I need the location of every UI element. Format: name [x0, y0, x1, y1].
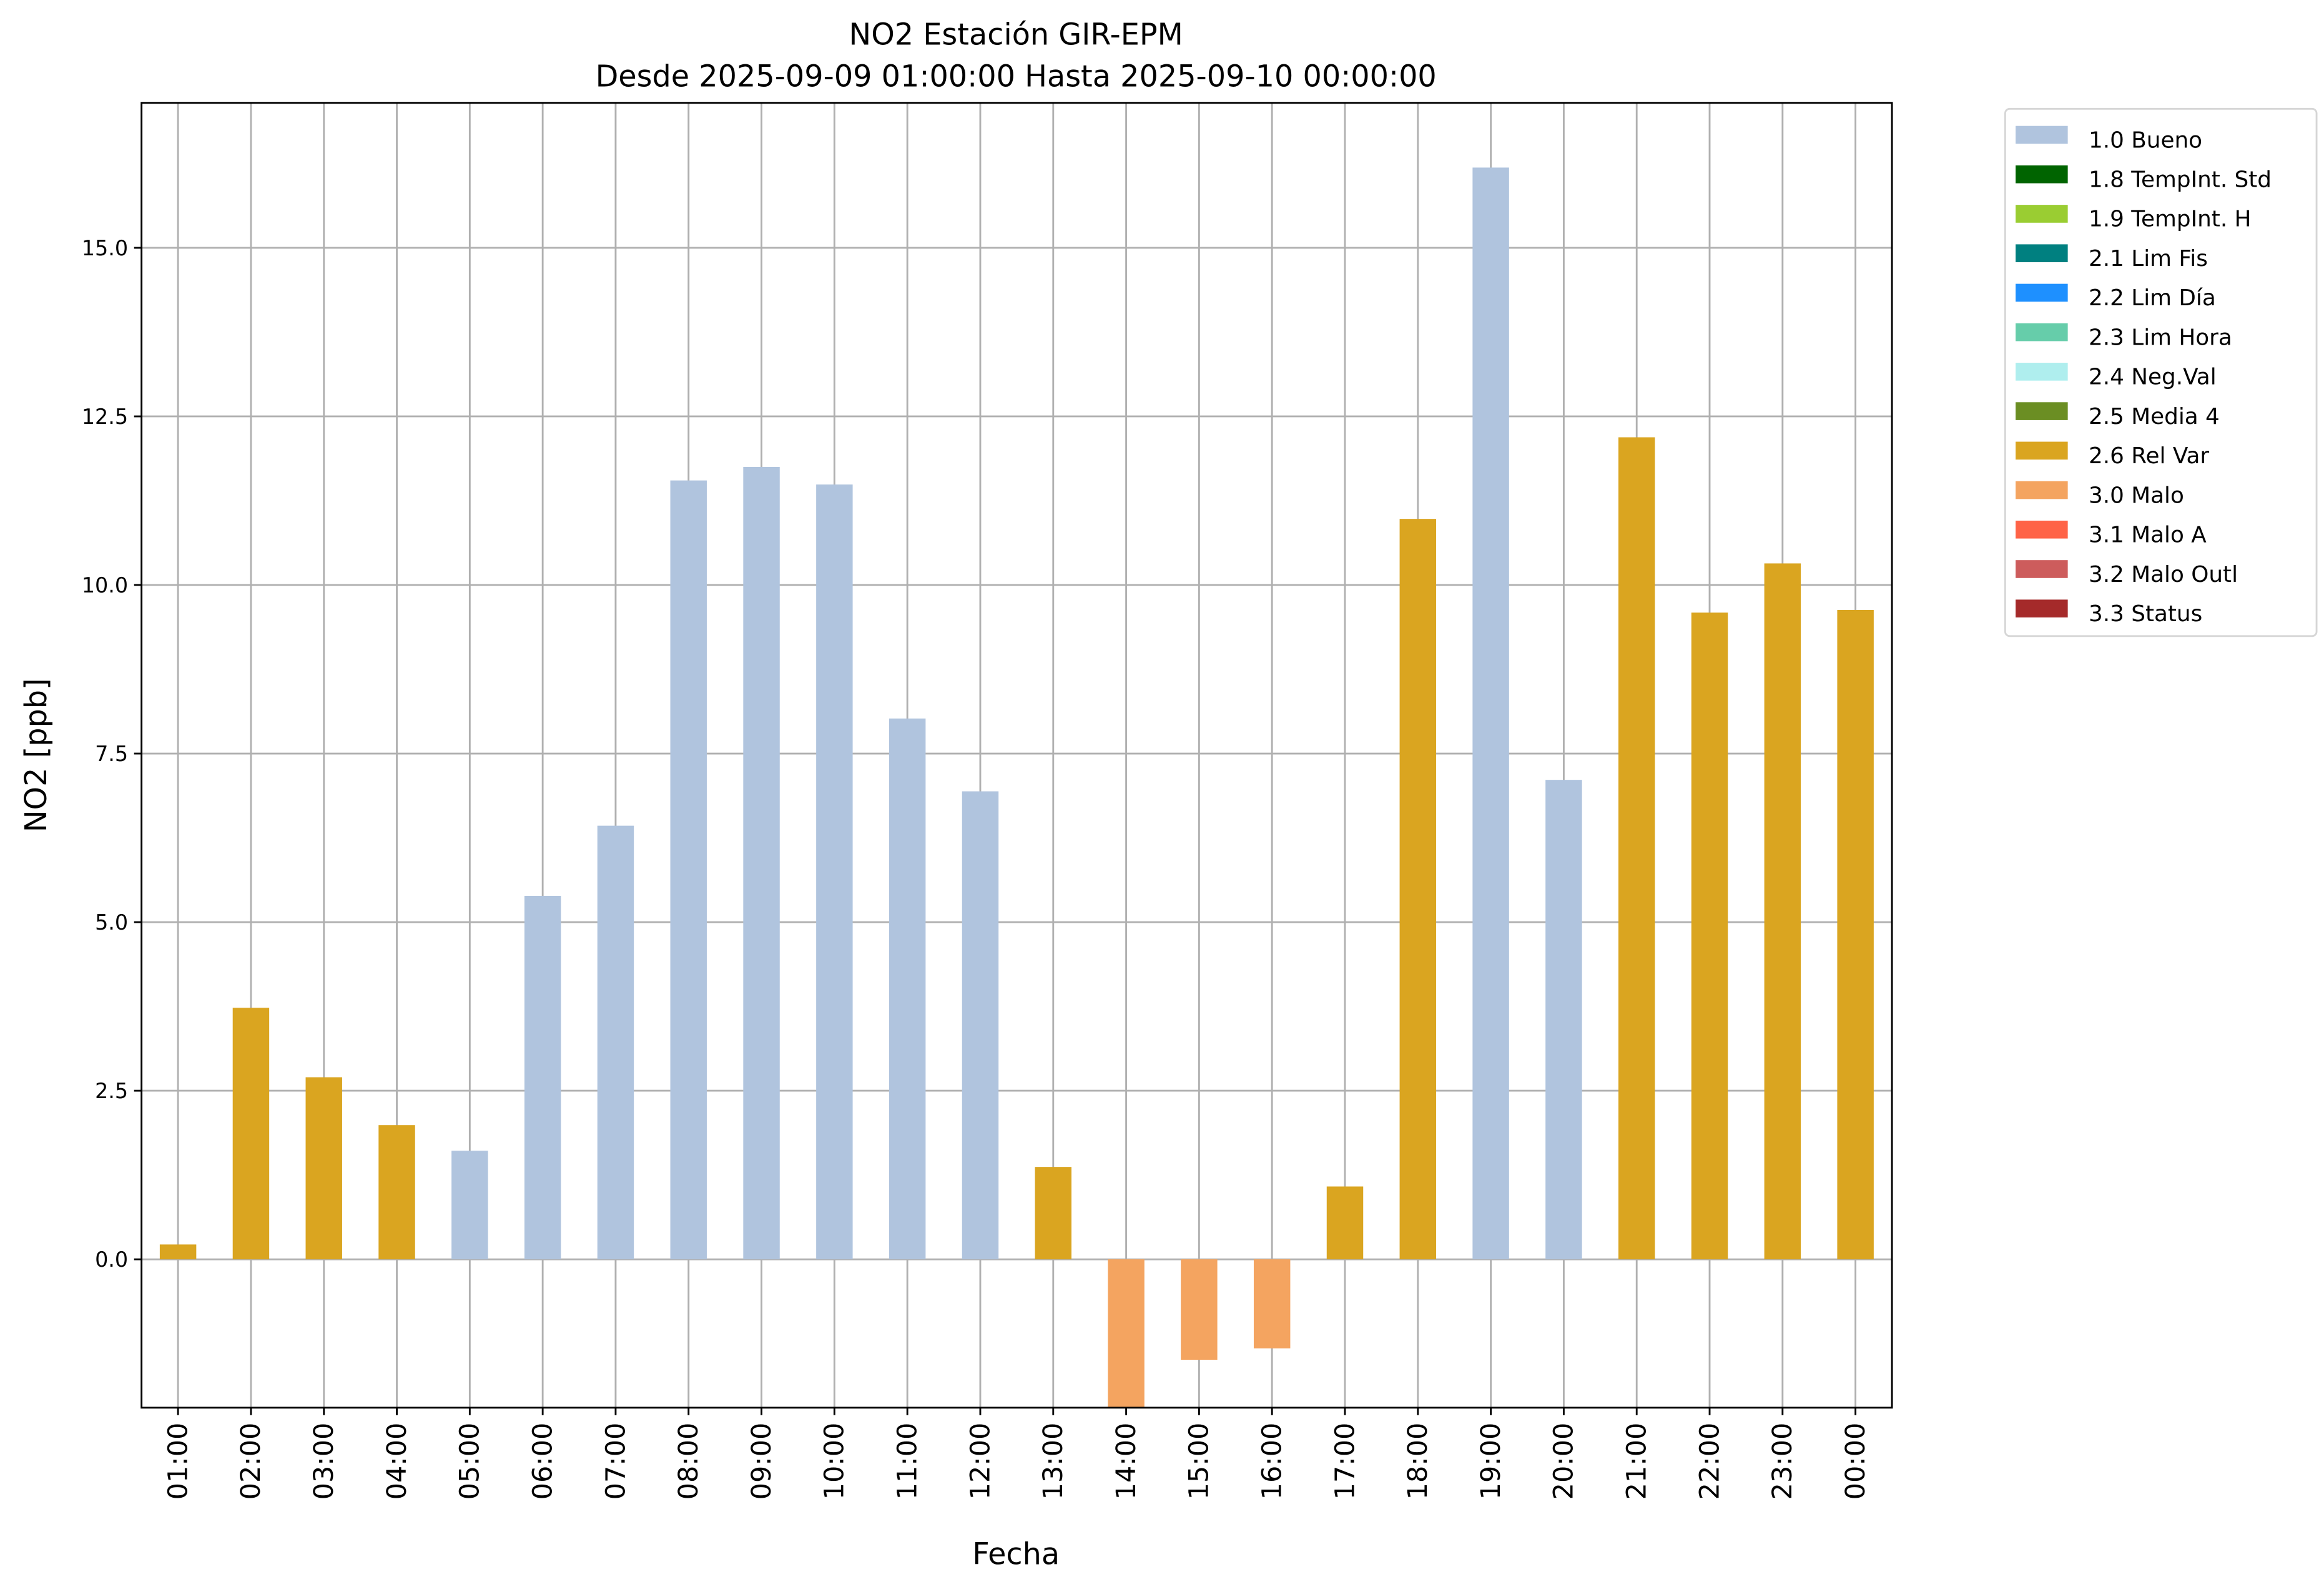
legend-swatch [2016, 283, 2068, 302]
x-tick-label: 16:00 [1257, 1423, 1288, 1500]
x-tick-label: 12:00 [965, 1423, 996, 1500]
x-tick-label: 07:00 [600, 1423, 631, 1500]
bar-04:00 [378, 1125, 415, 1260]
legend-label: 2.5 Media 4 [2089, 404, 2220, 430]
bar-12:00 [962, 791, 999, 1260]
x-tick-label: 22:00 [1694, 1423, 1725, 1500]
bar-09:00 [743, 466, 780, 1260]
x-tick-label: 09:00 [746, 1423, 777, 1500]
legend-label: 3.1 Malo A [2089, 523, 2207, 548]
y-tick-label: 10.0 [82, 573, 128, 597]
legend-swatch [2016, 520, 2068, 539]
legend-swatch [2016, 481, 2068, 499]
x-tick-label: 05:00 [455, 1423, 486, 1500]
bar-19:00 [1472, 167, 1509, 1260]
bar-10:00 [816, 484, 853, 1260]
x-axis: 01:00 02:00 03:00 04:00 05:00 06:00 07:00 08:00… [162, 1407, 1871, 1500]
legend-swatch [2016, 363, 2068, 381]
legend-label: 2.1 Lim Fis [2089, 246, 2208, 272]
legend-label: 2.2 Lim Día [2089, 285, 2216, 311]
y-tick-label: 7.5 [95, 742, 128, 766]
legend-label: 1.8 TempInt. Std [2089, 167, 2272, 193]
x-tick-label: 20:00 [1549, 1423, 1580, 1500]
bar-18:00 [1399, 519, 1437, 1260]
legend-swatch [2016, 125, 2068, 144]
y-tick-label: 5.0 [95, 910, 128, 935]
x-tick-label: 15:00 [1184, 1423, 1215, 1500]
legend-swatch [2016, 560, 2068, 578]
bar-22:00 [1691, 612, 1728, 1260]
x-tick-label: 14:00 [1111, 1423, 1142, 1500]
legend-swatch [2016, 441, 2068, 460]
legend-label: 2.3 Lim Hora [2089, 325, 2232, 350]
bar-05:00 [451, 1151, 488, 1260]
x-tick-label: 04:00 [382, 1423, 413, 1500]
legend-swatch [2016, 402, 2068, 420]
x-tick-label: 01:00 [162, 1423, 194, 1500]
chart-subtitle: Desde 2025-09-09 01:00:00 Hasta 2025-09-… [596, 59, 1437, 94]
x-tick-label: 11:00 [892, 1423, 923, 1500]
y-tick-label: 2.5 [95, 1079, 128, 1103]
x-tick-label: 03:00 [308, 1423, 340, 1500]
bar-07:00 [597, 825, 634, 1260]
bar-13:00 [1035, 1167, 1072, 1260]
legend-swatch [2016, 599, 2068, 618]
legend-swatch [2016, 244, 2068, 263]
x-tick-label: 02:00 [235, 1423, 267, 1500]
legend-label: 3.3 Status [2089, 601, 2202, 627]
x-axis-label: Fecha [972, 1537, 1060, 1571]
x-tick-label: 23:00 [1767, 1423, 1798, 1500]
bar-17:00 [1326, 1186, 1364, 1260]
y-axis: 0.0 2.5 5.0 7.5 10.0 12.5 15.0 [82, 236, 142, 1272]
bar-01:00 [159, 1244, 197, 1260]
y-tick-label: 15.0 [82, 236, 128, 260]
bar-00:00 [1837, 609, 1874, 1260]
x-tick-label: 00:00 [1840, 1423, 1871, 1500]
x-tick-label: 21:00 [1622, 1423, 1653, 1500]
y-tick-label: 0.0 [95, 1247, 128, 1272]
x-tick-label: 10:00 [819, 1423, 850, 1500]
bar-03:00 [305, 1077, 342, 1260]
plot-frame [140, 102, 1893, 1409]
chart-title: NO2 Estación GIR-EPM [849, 18, 1183, 52]
y-axis-label: NO2 [ppb] [19, 678, 54, 832]
legend-label: 3.2 Malo Outl [2089, 562, 2238, 587]
legend: 1.0 Bueno 1.8 TempInt. Std 1.9 TempInt. H 2… [2004, 107, 2318, 637]
x-tick-label: 19:00 [1475, 1423, 1507, 1500]
legend-label: 1.9 TempInt. H [2089, 207, 2251, 232]
bar-02:00 [232, 1008, 270, 1260]
bar-21:00 [1618, 437, 1655, 1260]
bar-15:00 [1181, 1259, 1218, 1360]
legend-swatch [2016, 165, 2068, 184]
legend-frame [2004, 107, 2318, 637]
x-tick-label: 18:00 [1402, 1423, 1434, 1500]
bar-16:00 [1253, 1259, 1291, 1349]
bar-06:00 [524, 895, 561, 1260]
legend-label: 2.4 Neg.Val [2089, 365, 2217, 390]
bar-11:00 [889, 718, 926, 1260]
bar-08:00 [670, 480, 707, 1260]
bar-23:00 [1764, 563, 1801, 1260]
bar-20:00 [1545, 780, 1582, 1260]
legend-swatch [2016, 323, 2068, 341]
x-tick-label: 17:00 [1329, 1423, 1361, 1500]
x-tick-label: 08:00 [673, 1423, 704, 1500]
x-tick-label: 06:00 [527, 1423, 558, 1500]
legend-label: 3.0 Malo [2089, 483, 2184, 508]
legend-label: 1.0 Bueno [2089, 127, 2202, 153]
legend-label: 2.6 Rel Var [2089, 443, 2209, 469]
legend-swatch [2016, 205, 2068, 223]
bar-14:00 [1108, 1259, 1145, 1408]
y-tick-label: 12.5 [82, 405, 128, 429]
bars [159, 167, 1874, 1408]
x-tick-label: 13:00 [1038, 1423, 1069, 1500]
